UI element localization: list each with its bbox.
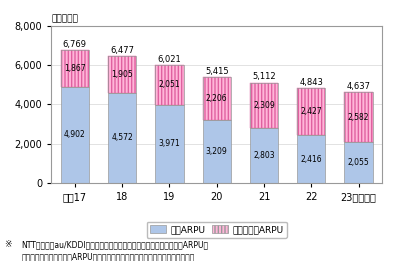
Text: 3,971: 3,971 bbox=[158, 139, 180, 148]
Text: 4,572: 4,572 bbox=[111, 133, 133, 143]
Text: 4,843: 4,843 bbox=[299, 78, 323, 87]
Text: 4,902: 4,902 bbox=[64, 130, 86, 139]
Bar bbox=[250, 83, 278, 128]
Bar bbox=[108, 93, 136, 183]
Bar bbox=[344, 143, 373, 183]
Text: 2,427: 2,427 bbox=[301, 107, 322, 116]
Bar bbox=[155, 65, 184, 105]
Bar bbox=[250, 128, 278, 183]
Text: 2,582: 2,582 bbox=[348, 113, 369, 122]
Text: （円／人）: （円／人） bbox=[51, 14, 78, 23]
Text: 4,637: 4,637 bbox=[347, 82, 370, 91]
Bar bbox=[203, 77, 231, 120]
Bar bbox=[108, 56, 136, 93]
Text: 6,769: 6,769 bbox=[63, 40, 87, 49]
Bar bbox=[203, 77, 231, 120]
Text: 2,416: 2,416 bbox=[301, 155, 322, 164]
Text: NTTドコモ、au/KDDI及びソフトバンクの携帯電話サービスにおけるARPUを
平均したもの。ただし、ARPUは年度平均、契約数は年度末の契約数を使って加
重: NTTドコモ、au/KDDI及びソフトバンクの携帯電話サービスにおけるARPUを… bbox=[22, 240, 209, 261]
Bar bbox=[344, 92, 373, 143]
Text: 3,209: 3,209 bbox=[206, 147, 228, 156]
Bar bbox=[155, 65, 184, 105]
Text: 6,021: 6,021 bbox=[158, 55, 181, 64]
Text: 2,055: 2,055 bbox=[348, 158, 370, 167]
Text: 5,112: 5,112 bbox=[252, 73, 276, 81]
Text: 1,867: 1,867 bbox=[64, 64, 85, 73]
Text: 2,803: 2,803 bbox=[253, 151, 275, 160]
Text: 2,206: 2,206 bbox=[206, 94, 227, 103]
Bar bbox=[297, 88, 325, 135]
Bar bbox=[297, 135, 325, 183]
Text: 2,051: 2,051 bbox=[159, 80, 180, 90]
Text: ※: ※ bbox=[4, 240, 11, 249]
Bar bbox=[297, 88, 325, 135]
Bar bbox=[108, 56, 136, 93]
Text: 5,415: 5,415 bbox=[205, 67, 229, 75]
Bar bbox=[61, 87, 89, 183]
Bar bbox=[61, 50, 89, 87]
Bar bbox=[344, 92, 373, 143]
Bar bbox=[155, 105, 184, 183]
Text: 2,309: 2,309 bbox=[253, 101, 275, 110]
Bar bbox=[250, 83, 278, 128]
Legend: 音声ARPU, データ通信ARPU: 音声ARPU, データ通信ARPU bbox=[147, 222, 287, 238]
Bar bbox=[61, 50, 89, 87]
Text: 1,905: 1,905 bbox=[111, 70, 133, 79]
Bar bbox=[203, 120, 231, 183]
Text: 6,477: 6,477 bbox=[110, 46, 134, 55]
